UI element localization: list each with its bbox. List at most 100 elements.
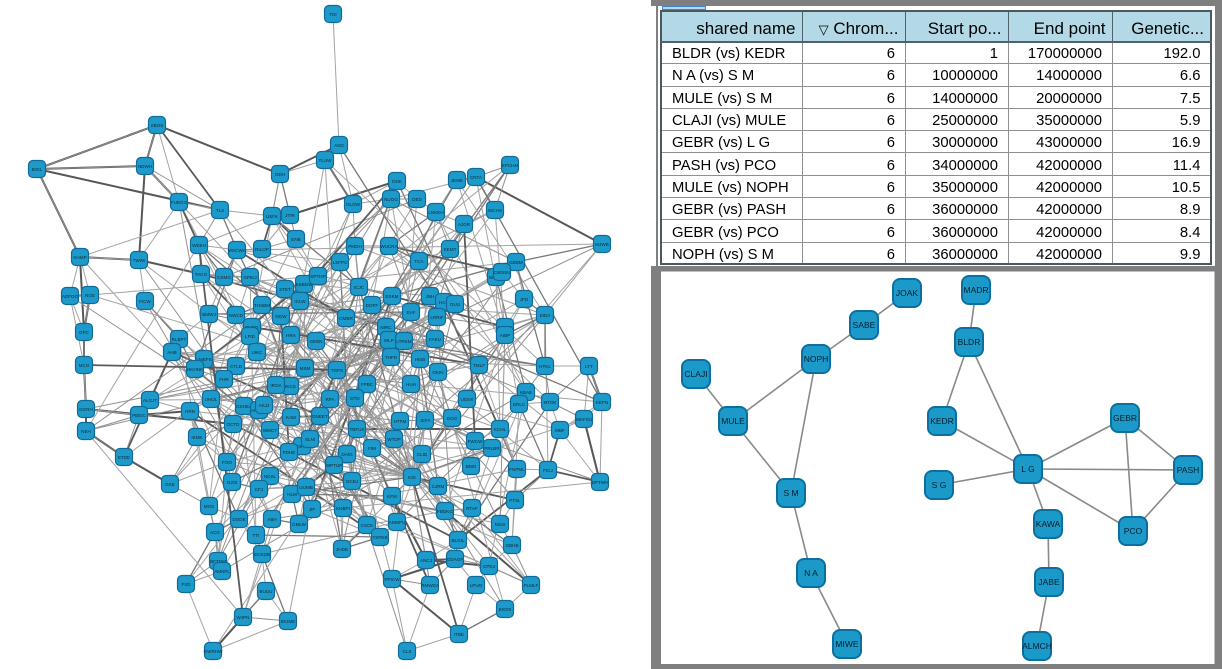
svg-text:OCTD: OCTD xyxy=(226,422,240,427)
svg-text:PDHE: PDHE xyxy=(283,450,296,455)
svg-text:GSHEA: GSHEA xyxy=(236,404,253,409)
svg-text:PPICW: PPICW xyxy=(384,577,400,582)
svg-text:PCO: PCO xyxy=(1124,526,1143,536)
svg-text:ABH: ABH xyxy=(267,517,276,522)
svg-text:CSMG: CSMG xyxy=(217,275,231,280)
svg-text:FLMLF: FLMLF xyxy=(524,583,539,588)
svg-text:BUUU: BUUU xyxy=(259,589,272,594)
svg-text:USFK: USFK xyxy=(266,214,279,219)
svg-text:CFJ: CFJ xyxy=(255,487,263,492)
svg-text:CRTA: CRTA xyxy=(470,175,483,180)
svg-text:KEMT: KEMT xyxy=(444,247,457,252)
svg-text:MOS: MOS xyxy=(204,504,214,509)
svg-text:WKFSU: WKFSU xyxy=(576,417,593,422)
svg-text:TMLF: TMLF xyxy=(473,363,485,368)
svg-text:EIDA: EIDA xyxy=(540,313,552,318)
svg-text:CLS: CLS xyxy=(403,649,412,654)
svg-text:FIIO: FIIO xyxy=(182,582,191,587)
svg-text:TTI: TTI xyxy=(253,533,260,538)
svg-text:NWCD: NWCD xyxy=(229,313,244,318)
svg-text:KAWA: KAWA xyxy=(1036,519,1061,529)
svg-text:FNPML: FNPML xyxy=(509,467,525,472)
svg-text:UIKC: UIKC xyxy=(252,350,264,355)
svg-text:LFID: LFID xyxy=(245,334,256,339)
svg-text:NSSI: NSSI xyxy=(495,522,506,527)
svg-text:JABE: JABE xyxy=(1038,577,1060,587)
svg-text:GPIKJ: GPIKJ xyxy=(243,275,256,280)
svg-text:ETDE: ETDE xyxy=(118,455,130,460)
svg-text:KHBPI: KHBPI xyxy=(336,506,350,511)
svg-text:CLAJI: CLAJI xyxy=(684,369,707,379)
svg-text:DDK: DDK xyxy=(392,179,403,184)
svg-text:MBF: MBF xyxy=(555,428,565,433)
svg-text:MADR: MADR xyxy=(963,285,988,295)
svg-text:HTFM: HTFM xyxy=(394,419,407,424)
svg-text:SBOS: SBOS xyxy=(151,123,164,128)
svg-text:TGPS: TGPS xyxy=(331,368,344,373)
svg-text:NDWH: NDWH xyxy=(138,164,152,169)
svg-text:JKCS: JKCS xyxy=(284,384,296,389)
svg-text:KID: KID xyxy=(408,475,416,480)
svg-text:JOAK: JOAK xyxy=(896,288,919,298)
svg-text:JIF: JIF xyxy=(309,507,316,512)
svg-text:LTT: LTT xyxy=(585,364,593,369)
svg-text:HRA: HRA xyxy=(286,333,297,338)
svg-text:FHR: FHR xyxy=(219,377,229,382)
svg-text:HLM: HLM xyxy=(287,492,297,497)
svg-text:S G: S G xyxy=(932,480,947,490)
svg-text:GKE: GKE xyxy=(165,482,175,487)
svg-text:GPC: GPC xyxy=(79,330,90,335)
svg-text:CTLD: CTLD xyxy=(230,364,243,369)
svg-text:RTAF: RTAF xyxy=(466,506,478,511)
svg-text:TLS: TLS xyxy=(216,208,224,213)
svg-text:OAIG: OAIG xyxy=(341,452,353,457)
svg-text:FAKU: FAKU xyxy=(429,337,441,342)
svg-text:FWCW: FWCW xyxy=(468,439,483,444)
svg-text:GOG: GOG xyxy=(447,416,458,421)
svg-text:SPTHP: SPTHP xyxy=(310,274,325,279)
svg-text:TDI: TDI xyxy=(329,12,336,17)
svg-text:FIM: FIM xyxy=(368,446,376,451)
svg-text:LPUO: LPUO xyxy=(470,583,483,588)
svg-text:LNKEH: LNKEH xyxy=(428,210,443,215)
svg-text:JFD: JFD xyxy=(520,297,529,302)
svg-text:ECKDB: ECKDB xyxy=(254,552,270,557)
svg-text:DODE: DODE xyxy=(232,517,245,522)
svg-text:RILOP: RILOP xyxy=(255,247,269,252)
svg-text:KFM: KFM xyxy=(387,494,397,499)
svg-text:MOCWC: MOCWC xyxy=(228,248,247,253)
svg-text:EPCHM: EPCHM xyxy=(502,163,519,168)
svg-text:FICJ: FICJ xyxy=(543,468,553,473)
svg-text:UHOL: UHOL xyxy=(205,397,218,402)
svg-text:GWRHW: GWRHW xyxy=(204,649,224,654)
svg-text:NGW: NGW xyxy=(275,314,287,319)
svg-text:ACG: ACG xyxy=(210,530,220,535)
svg-text:STET: STET xyxy=(279,287,291,292)
svg-text:BMWJ: BMWJ xyxy=(202,312,216,317)
svg-text:ESKM: ESKM xyxy=(385,294,398,299)
svg-text:PRLBR: PRLBR xyxy=(484,446,500,451)
svg-text:UGEK: UGEK xyxy=(460,397,474,402)
svg-text:ANWFU: ANWFU xyxy=(389,520,406,525)
svg-text:BOIL: BOIL xyxy=(32,167,43,172)
svg-text:MSM: MSM xyxy=(300,366,311,371)
svg-text:KEFN: KEFN xyxy=(596,400,608,405)
svg-text:GBBM: GBBM xyxy=(509,260,523,265)
svg-text:RMWDA: RMWDA xyxy=(421,583,440,588)
svg-text:HRN: HRN xyxy=(185,409,195,414)
svg-text:TBFUK: TBFUK xyxy=(349,427,365,432)
svg-text:WMCT: WMCT xyxy=(263,428,277,433)
svg-text:DPTWH: DPTWH xyxy=(592,480,609,485)
svg-text:AHB: AHB xyxy=(167,350,176,355)
svg-text:ENB: ENB xyxy=(291,237,300,242)
svg-text:PASH: PASH xyxy=(1177,465,1200,475)
svg-text:AKJJ: AKJJ xyxy=(259,403,270,408)
svg-text:GMLW: GMLW xyxy=(292,522,307,527)
svg-text:DRLC: DRLC xyxy=(513,402,526,407)
svg-text:WUCRA: WUCRA xyxy=(380,244,398,249)
svg-text:BLDR: BLDR xyxy=(958,337,981,347)
svg-text:TLUW: TLUW xyxy=(318,158,332,163)
svg-text:CPDJ: CPDJ xyxy=(483,564,495,569)
svg-text:RPA: RPA xyxy=(325,397,335,402)
svg-text:IROA: IROA xyxy=(270,383,282,388)
